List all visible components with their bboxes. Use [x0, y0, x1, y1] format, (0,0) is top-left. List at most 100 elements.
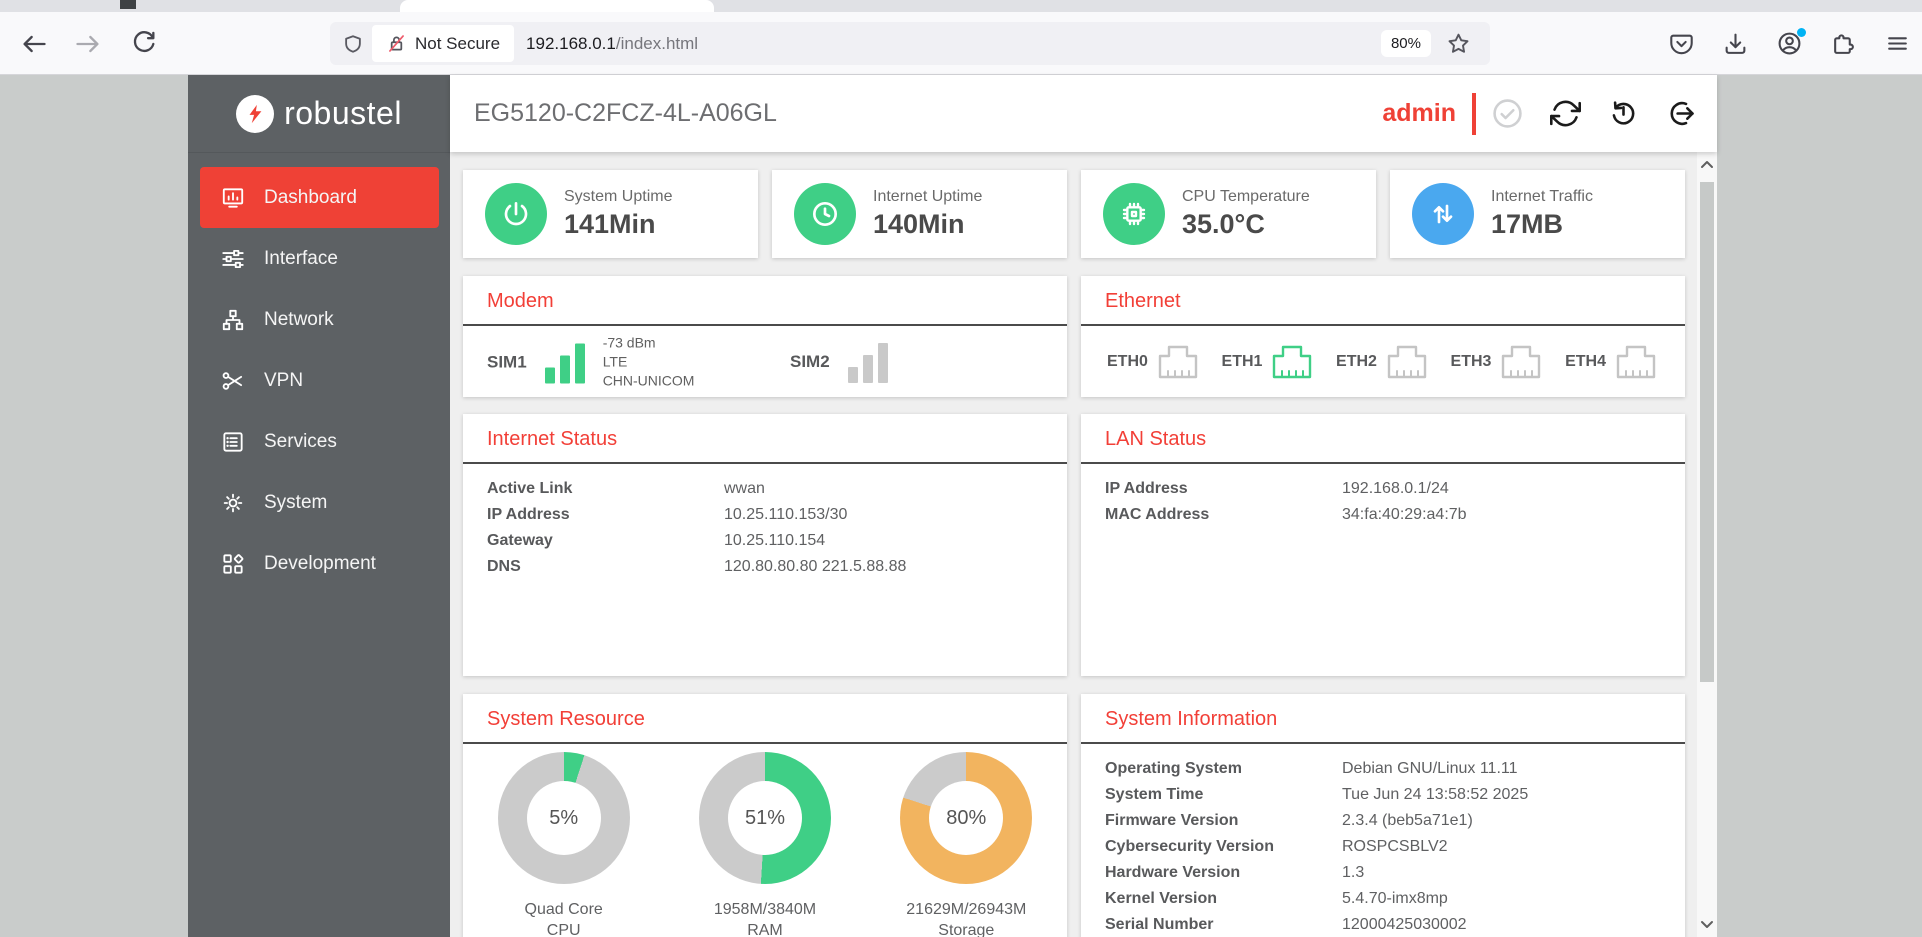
sim1-status: SIM1 -73 dBm LTE CHN-UNICOM — [487, 334, 694, 391]
app-header: EG5120-C2FCZ-4L-A06GL admin — [450, 75, 1717, 152]
sidebar-item-interface[interactable]: Interface — [188, 228, 450, 289]
menu-hamburger-icon[interactable] — [1885, 31, 1910, 56]
url-text: 192.168.0.1/index.html — [526, 34, 698, 54]
internet-status-card: Internet Status Active Link wwan IP Addre… — [463, 414, 1067, 676]
system-information-table: Operating System Debian GNU/Linux 11.11 S… — [1081, 744, 1685, 937]
sidebar-item-vpn[interactable]: VPN — [188, 350, 450, 411]
download-icon[interactable] — [1723, 31, 1748, 56]
extensions-puzzle-icon[interactable] — [1831, 31, 1856, 56]
account-button[interactable] — [1777, 28, 1806, 56]
row-label: Serial Number — [1105, 916, 1214, 933]
row-value: Tue Jun 24 13:58:52 2025 — [1342, 786, 1529, 803]
rj45-port-icon — [1387, 345, 1427, 379]
reboot-icon[interactable] — [1608, 98, 1639, 129]
donut-chart-storage: 80% — [900, 752, 1033, 884]
pocket-icon[interactable] — [1669, 31, 1694, 56]
cpu-percent: 5% — [549, 806, 579, 829]
sim1-operator: CHN-UNICOM — [602, 372, 695, 389]
interface-icon — [220, 246, 246, 272]
row-label: IP Address — [487, 506, 570, 523]
divider — [463, 324, 1067, 326]
bookmark-star-icon[interactable] — [1447, 32, 1470, 55]
sidebar-item-network[interactable]: Network — [188, 289, 450, 350]
security-chip[interactable]: Not Secure — [372, 25, 515, 62]
ram-caption-line2: RAM — [747, 922, 783, 937]
system-gear-icon — [220, 490, 246, 516]
shield-icon[interactable] — [342, 33, 364, 55]
row-label: Kernel Version — [1105, 890, 1218, 907]
row-label: DNS — [487, 558, 521, 575]
rj45-port-icon — [1158, 345, 1198, 379]
internet-status-table: Active Link wwan IP Address 10.25.110.153/… — [463, 464, 1067, 580]
scrollbar-thumb[interactable] — [1700, 182, 1714, 682]
stat-label: Internet Traffic — [1491, 188, 1593, 205]
services-icon — [220, 429, 246, 455]
save-check-icon[interactable] — [1492, 98, 1523, 129]
vpn-icon — [220, 368, 246, 394]
device-title: EG5120-C2FCZ-4L-A06GL — [474, 99, 777, 127]
cpu-caption-line1: Quad Core — [524, 901, 603, 918]
row-label: Gateway — [487, 532, 553, 549]
eth4-label: ETH4 — [1565, 353, 1606, 370]
url-path: /index.html — [615, 33, 699, 53]
sidebar-item-label: Services — [264, 430, 337, 452]
dashboard-icon — [220, 185, 246, 211]
lan-status-card: LAN Status IP Address 192.168.0.1/24 MAC … — [1081, 414, 1685, 676]
row-value: 12000425030002 — [1342, 916, 1467, 933]
sim2-label: SIM2 — [790, 352, 830, 371]
system-resource-card: System Resource 5% Quad Core CPU 51% 1958… — [463, 694, 1067, 937]
forward-button[interactable] — [74, 30, 102, 58]
donut-chart-cpu: 5% — [497, 752, 630, 884]
storage-caption-line2: Storage — [938, 922, 995, 937]
sidebar-menu: Dashboard Interface Network VPN Services… — [188, 153, 450, 594]
ram-percent: 51% — [744, 806, 785, 829]
url-bar[interactable]: Not Secure 192.168.0.1/index.html 80% — [330, 22, 1490, 65]
refresh-icon[interactable] — [1550, 98, 1581, 129]
sidebar-item-system[interactable]: System — [188, 472, 450, 533]
reload-icon — [133, 31, 155, 53]
cpu-caption-line2: CPU — [546, 922, 581, 937]
clock-icon — [794, 183, 856, 245]
eth3-port: ETH3 — [1451, 342, 1545, 382]
sidebar-item-dashboard[interactable]: Dashboard — [200, 167, 439, 228]
divider — [1081, 324, 1685, 326]
ethernet-title: Ethernet — [1105, 290, 1181, 312]
ethernet-card: Ethernet ETH0 ETH1 ETH2 ETH3 — [1081, 276, 1685, 397]
scroll-up-icon[interactable] — [1700, 159, 1714, 169]
username[interactable]: admin — [1382, 99, 1456, 127]
sim1-signal: -73 dBm — [602, 334, 656, 351]
stat-value: 141Min — [564, 209, 656, 239]
stat-card-internet-traffic: Internet Traffic 17MB — [1390, 170, 1685, 258]
active-tab[interactable] — [400, 0, 714, 12]
rj45-port-icon — [1273, 345, 1312, 379]
robustel-logo-icon — [236, 94, 275, 133]
sidebar-item-development[interactable]: Development — [188, 533, 450, 594]
logout-icon[interactable] — [1666, 98, 1697, 129]
sim1-network-type: LTE — [602, 353, 628, 370]
brand-name: robustel — [284, 95, 402, 131]
storage-caption-line1: 21629M/26943M — [906, 901, 1027, 918]
power-icon — [485, 183, 547, 245]
back-button[interactable] — [20, 30, 48, 58]
donut-chart-ram: 51% — [698, 752, 831, 884]
development-icon — [220, 551, 246, 577]
stat-label: Internet Uptime — [873, 188, 983, 205]
brand-logo: robustel — [188, 75, 450, 153]
stat-value: 17MB — [1491, 209, 1564, 239]
sidebar-item-label: Development — [264, 552, 376, 574]
sidebar-item-label: VPN — [264, 369, 304, 391]
network-icon — [220, 307, 246, 333]
scroll-down-icon[interactable] — [1700, 920, 1714, 930]
reload-button[interactable] — [130, 30, 158, 58]
eth1-label: ETH1 — [1221, 353, 1263, 370]
sidebar-item-services[interactable]: Services — [188, 411, 450, 472]
lan-status-table: IP Address 192.168.0.1/24 MAC Address 34:f… — [1081, 464, 1685, 528]
zoom-indicator[interactable]: 80% — [1380, 30, 1431, 57]
page-scrollbar[interactable] — [1697, 152, 1717, 937]
cpu-icon — [1103, 183, 1165, 245]
modem-title: Modem — [487, 290, 554, 312]
row-label: Cybersecurity Version — [1105, 838, 1274, 855]
eth1-port: ETH1 — [1222, 342, 1316, 382]
stat-card-system-uptime: System Uptime 141Min — [463, 170, 758, 258]
